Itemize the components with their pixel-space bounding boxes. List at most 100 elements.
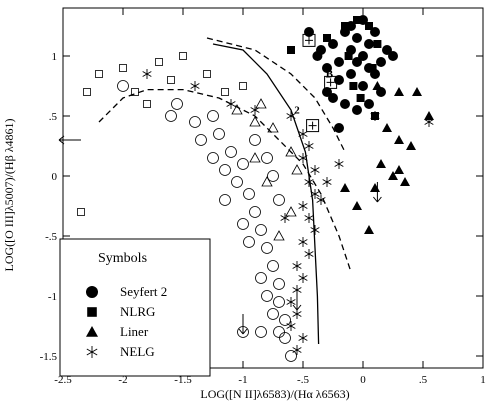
asterisk-stroke: [298, 239, 308, 245]
legend-box: [59, 238, 211, 377]
open-square-point: [77, 208, 85, 216]
asterisk-stroke: [310, 191, 320, 197]
nelg-point: [292, 261, 302, 271]
solid-divider-line: [212, 43, 320, 345]
nelg-point: [304, 249, 314, 259]
plot-border: [62, 7, 484, 369]
asterisk-stroke: [424, 119, 434, 125]
open-circle-point: [219, 194, 231, 206]
asterisk-stroke: [86, 348, 98, 356]
boxed-point-cross: [305, 36, 313, 45]
open-circle-point: [261, 290, 273, 302]
legend-entry-label: Liner: [120, 324, 149, 339]
x-tick-label: 1: [480, 374, 486, 386]
seyfert-2-point: [322, 63, 332, 73]
open-circle-point: [243, 188, 255, 200]
y-tick-label: -.5: [45, 231, 57, 243]
asterisk-stroke: [304, 179, 314, 185]
open-circle-point: [255, 326, 267, 338]
nelg-point: [292, 309, 302, 319]
open-circle-point: [225, 146, 237, 158]
open-circle-point: [273, 296, 285, 308]
nelg-point: [304, 141, 314, 151]
open-triangle-point: [231, 104, 243, 115]
open-triangle-point: [273, 230, 285, 241]
legend-entry-label: NELG: [120, 344, 155, 359]
open-square-point: [239, 82, 247, 90]
legend-entries: Seyfert 2 NLRG Liner NELG: [86, 284, 167, 359]
y-tick-label: 1: [52, 51, 58, 63]
open-square-point: [95, 70, 103, 78]
legend-marker-nlrg: [87, 307, 97, 317]
liner-point: [370, 183, 380, 192]
asterisk-stroke: [226, 101, 236, 107]
nelg-point: [190, 81, 200, 91]
open-circle-point: [207, 152, 219, 164]
open-circle-point: [255, 224, 267, 236]
asterisk-stroke: [292, 347, 302, 353]
asterisk-stroke: [142, 71, 152, 77]
nlrg-point: [287, 46, 295, 54]
nelg-point: [310, 165, 320, 175]
open-circle-point: [279, 314, 291, 326]
y-tick-label: .5: [49, 111, 58, 123]
open-triangle-point: [249, 116, 261, 127]
asterisk-stroke: [304, 215, 314, 221]
legend-marker-liner: [86, 326, 98, 337]
limit-arrow-down: [238, 314, 248, 335]
open-square-point: [131, 88, 139, 96]
asterisk-stroke: [310, 167, 320, 173]
open-square-point: [155, 58, 163, 66]
nelg-point: [334, 159, 344, 169]
open-circle-point: [249, 206, 261, 218]
nelg-point: [286, 297, 296, 307]
seyfert-2-point: [358, 81, 368, 91]
open-square-point: [167, 76, 175, 84]
seyfert-2-point: [376, 57, 386, 67]
y-tick-label: 0: [52, 171, 58, 183]
y-tick-label: -1: [48, 291, 57, 303]
liner-point: [340, 183, 350, 192]
seyfert-2-point: [352, 33, 362, 43]
asterisk-stroke: [304, 251, 314, 257]
liner-point: [364, 225, 374, 234]
asterisk-stroke: [286, 299, 296, 305]
open-square-point: [143, 100, 151, 108]
y-tick-label: -1.5: [40, 351, 58, 363]
data-points: [77, 15, 434, 362]
nelg-point: [310, 189, 320, 199]
legend-title: Symbols: [98, 251, 147, 266]
dividing-lines: [98, 37, 352, 345]
open-circle-point: [189, 116, 201, 128]
open-triangle-point: [249, 152, 261, 163]
open-circle-point: [249, 134, 261, 146]
y-axis-ticks: -1.5 -1 -.5 0 .5 1: [40, 51, 483, 363]
open-circle-point: [207, 110, 219, 122]
nlrg-point: [368, 64, 377, 72]
limit-arrow-left: [58, 135, 81, 145]
nelg-point: [370, 111, 380, 121]
nelg-point: [310, 225, 320, 235]
open-circle-point: [195, 134, 207, 146]
boxed-point-frame: [302, 33, 316, 47]
plot-frame: [62, 7, 484, 369]
dashed-divider-line: [98, 88, 352, 273]
asterisk-stroke: [310, 227, 320, 233]
nelg-point: [298, 333, 308, 343]
asterisk-stroke: [304, 143, 314, 149]
open-circle-point: [213, 128, 225, 140]
nlrg-point: [344, 52, 353, 60]
x-tick-label: -2.5: [54, 374, 72, 386]
asterisk-stroke: [322, 179, 332, 185]
legend: Symbols Seyfert 2 NLRG Liner NELG: [59, 238, 211, 377]
open-square-point: [83, 88, 91, 96]
liner-point: [400, 177, 410, 186]
nlrg-point: [365, 22, 373, 30]
open-circle-point: [285, 350, 297, 362]
nelg-point: [298, 273, 308, 283]
y-axis-label: LOG([O III]λ5007)/(Hβ λ4861): [2, 118, 16, 271]
nelg-point: [424, 117, 434, 127]
nlrg-point: [373, 40, 382, 48]
open-triangle-point: [267, 122, 279, 133]
open-circle-point: [219, 164, 231, 176]
